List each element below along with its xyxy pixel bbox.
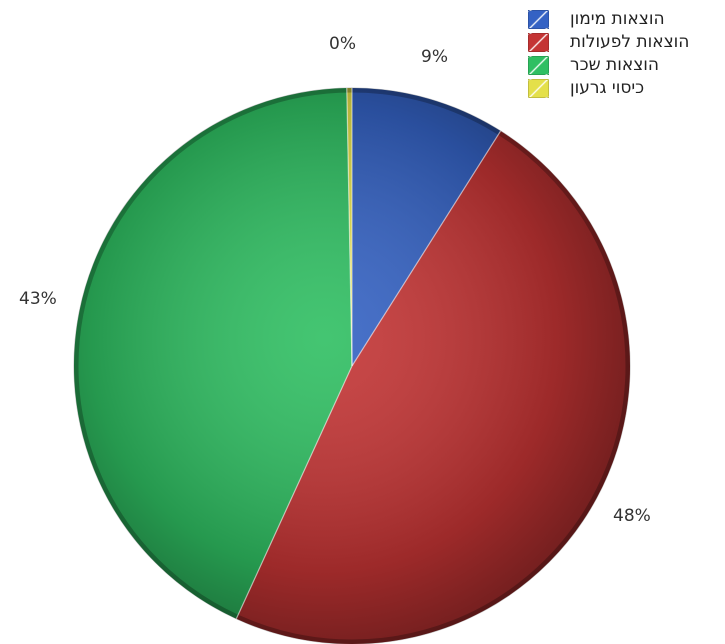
legend-label: הוצאות לפעולות [570,32,690,52]
slice-divider [351,130,502,367]
pct-label-funding: 9% [421,47,448,67]
legend-swatch-operations [528,33,549,52]
legend-label: הוצאות שכר [570,55,660,75]
legend-swatch-funding [528,10,549,29]
legend: הוצאות מימון הוצאות לפעולות הוצאות שכר כ… [528,8,723,100]
legend-item-operations-expenses: הוצאות לפעולות [528,31,723,54]
legend-label: כיסוי גרעון [570,78,645,98]
legend-label: הוצאות מימון [570,9,665,29]
pct-label-operations: 48% [613,506,651,526]
slice-divider [235,365,353,620]
legend-swatch-salary [528,56,549,75]
pct-label-deficit: 0% [329,34,356,54]
legend-item-salary-expenses: הוצאות שכר [528,54,723,77]
slice-divider [346,88,353,367]
legend-swatch-deficit [528,79,549,98]
legend-item-deficit-coverage: כיסוי גרעון [528,77,723,100]
pct-label-salary: 43% [19,289,57,309]
legend-item-funding-expenses: הוצאות מימון [528,8,723,31]
